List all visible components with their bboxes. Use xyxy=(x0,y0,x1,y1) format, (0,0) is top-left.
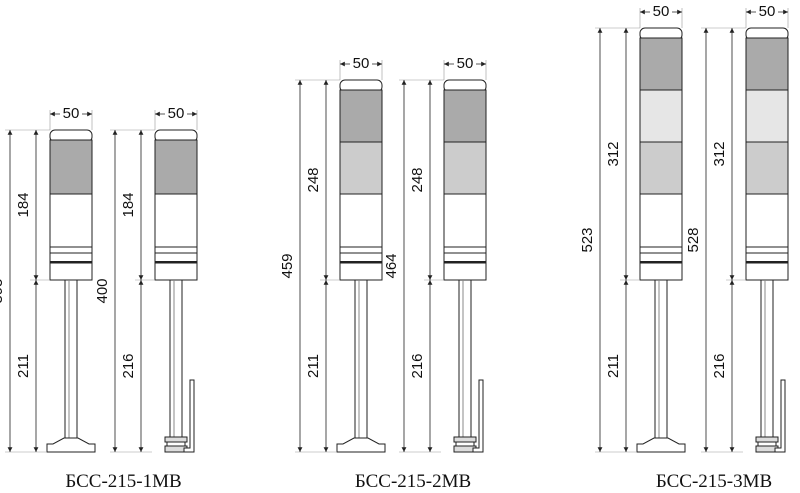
bracket xyxy=(774,379,786,453)
width-label: 50 xyxy=(457,55,474,72)
band-dark xyxy=(340,261,382,264)
pole-dim-label: 211 xyxy=(305,354,322,378)
label-bg xyxy=(60,104,82,120)
nut xyxy=(166,441,186,447)
white-segment xyxy=(154,193,198,248)
light-segment xyxy=(49,139,93,195)
light-segment xyxy=(745,89,789,143)
total-dim-label: 400 xyxy=(94,278,111,303)
light-segment xyxy=(639,89,683,143)
band-dark xyxy=(746,261,788,264)
label-bg xyxy=(350,54,372,70)
light-segment xyxy=(339,141,383,195)
band-dark xyxy=(444,261,486,264)
caption: БСС-215-2МВ xyxy=(355,471,471,492)
nut xyxy=(455,441,475,447)
light-segment xyxy=(745,141,789,195)
width-label: 50 xyxy=(653,3,670,20)
section-dim-label: 248 xyxy=(409,167,426,192)
white-segment xyxy=(639,193,683,248)
white-segment xyxy=(339,193,383,248)
foot xyxy=(46,437,96,453)
section-dim-label: 312 xyxy=(711,141,728,166)
band-dark xyxy=(640,261,682,264)
width-label: 50 xyxy=(353,55,370,72)
light-segment xyxy=(154,139,198,195)
nut xyxy=(453,436,477,443)
total-dim-label: 528 xyxy=(685,227,702,252)
foot xyxy=(636,437,686,453)
section-dim-label: 184 xyxy=(15,192,32,217)
label-bg xyxy=(454,54,476,70)
total-dim-label: 464 xyxy=(383,253,400,278)
width-label: 50 xyxy=(63,105,80,122)
section-dim-label: 248 xyxy=(305,167,322,192)
width-label: 50 xyxy=(168,105,185,122)
light-segment xyxy=(443,141,487,195)
label-bg xyxy=(650,2,672,18)
white-segment xyxy=(745,193,789,248)
light-segment xyxy=(639,37,683,91)
pole-dim-label: 211 xyxy=(15,354,32,378)
white-segment xyxy=(443,193,487,248)
light-segment xyxy=(639,141,683,195)
foot xyxy=(336,437,386,453)
pole xyxy=(354,279,368,441)
width-label: 50 xyxy=(759,3,776,20)
band-dark xyxy=(50,261,92,264)
total-dim-label: 523 xyxy=(579,227,596,252)
pole-dim-label: 216 xyxy=(120,353,137,378)
label-bg xyxy=(756,2,778,18)
caption: БСС-215-1МВ xyxy=(65,471,181,492)
caption: БСС-215-3МВ xyxy=(656,471,772,492)
pole-dim-label: 216 xyxy=(711,353,728,378)
pole-dim-label: 211 xyxy=(605,354,622,378)
label-bg xyxy=(165,104,187,120)
band-dark xyxy=(155,261,197,264)
light-segment xyxy=(745,37,789,91)
pole-dim-label: 216 xyxy=(409,353,426,378)
bracket xyxy=(472,379,484,453)
section-dim-label: 312 xyxy=(605,141,622,166)
pole xyxy=(169,279,183,441)
section-dim-label: 184 xyxy=(120,192,137,217)
pole xyxy=(64,279,78,441)
white-segment xyxy=(49,193,93,248)
pole xyxy=(458,279,472,441)
nut xyxy=(755,436,779,443)
bracket xyxy=(183,379,195,453)
light-segment xyxy=(339,89,383,143)
light-segment xyxy=(443,89,487,143)
pole xyxy=(760,279,774,441)
nut xyxy=(164,436,188,443)
total-dim-label: 395 xyxy=(0,278,6,303)
nut xyxy=(757,441,777,447)
pole xyxy=(654,279,668,441)
total-dim-label: 459 xyxy=(279,253,296,278)
